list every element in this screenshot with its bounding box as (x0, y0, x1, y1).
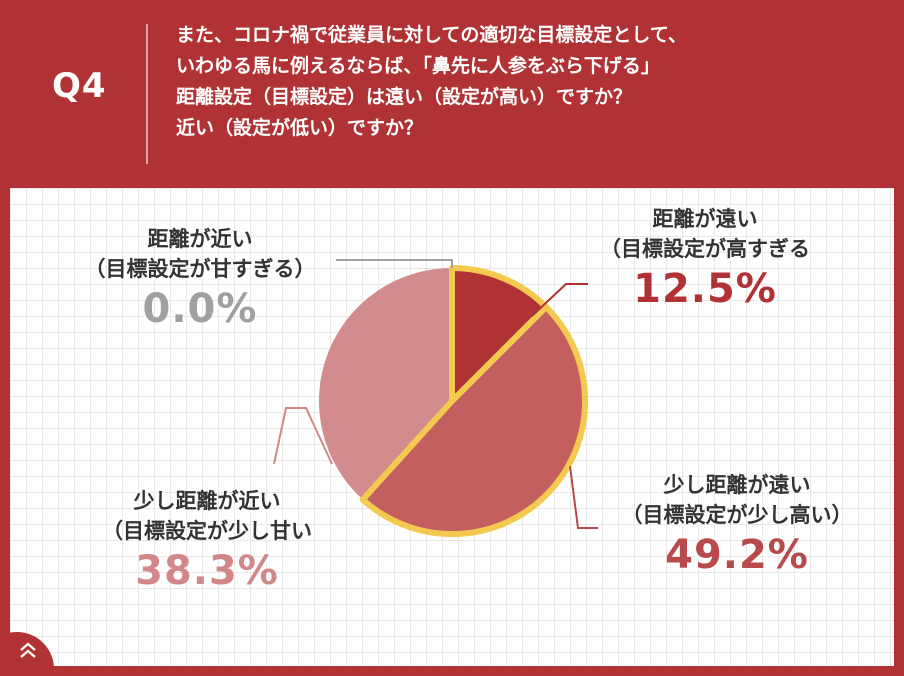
slice-value: 38.3% (135, 548, 279, 594)
pie-slice-slightly-near (319, 268, 452, 500)
header-divider (146, 24, 148, 164)
pie-slice-highlight-border (359, 303, 589, 538)
slice-label-slightly-near: 少し距離が近い （目標設定が少し甘い 38.3% (76, 486, 338, 596)
pie-slice-slightly-far (362, 306, 586, 535)
slice-label-line1: 距離が近い (147, 227, 253, 251)
slice-label-line2: （目標設定が少し甘い (102, 519, 312, 543)
pie-slice-highlight-border (449, 265, 550, 404)
pie-slice-far (452, 268, 547, 401)
slice-label-slightly-far: 少し距離が遠い （目標設定が少し高い） 49.2% (602, 470, 872, 580)
slice-value: 12.5% (633, 266, 777, 312)
slice-label-line1: 距離が遠い (652, 207, 758, 231)
question-header: Q4 また、コロナ禍で従業員に対しての適切な目標設定として、 いわゆる馬に例える… (0, 0, 904, 188)
slice-value: 49.2% (665, 532, 809, 578)
leader-line-slightly-far (569, 465, 598, 529)
chart-panel: 距離が遠い （目標設定が高すぎる 12.5% 少し距離が遠い （目標設定が少し高… (10, 188, 894, 666)
slice-label-line2: （目標設定が少し高い） (621, 503, 853, 527)
slice-label-line2: （目標設定が高すぎる (600, 237, 810, 261)
pie-chart (273, 259, 598, 538)
slice-value: 0.0% (142, 286, 258, 332)
question-number: Q4 (52, 66, 107, 106)
slice-label-line1: 少し距離が近い (133, 489, 281, 513)
question-line: 距離設定（目標設定）は遠い（設定が高い）ですか？ (176, 86, 633, 108)
slice-label-far: 距離が遠い （目標設定が高すぎる 12.5% (570, 204, 840, 314)
leader-line-near (336, 259, 453, 268)
leader-line-far (531, 283, 588, 317)
leader-line-slightly-near (273, 407, 333, 465)
double-chevron-up-icon (20, 642, 36, 658)
question-line: 近い（設定が低い）ですか？ (176, 117, 424, 139)
question-text: また、コロナ禍で従業員に対しての適切な目標設定として、 いわゆる馬に例えるならば… (176, 20, 876, 144)
slice-label-line2: （目標設定が甘すぎる） (84, 257, 316, 281)
slice-label-near: 距離が近い （目標設定が甘すぎる） 0.0% (60, 224, 340, 334)
slice-label-line1: 少し距離が遠い (663, 473, 811, 497)
question-line: また、コロナ禍で従業員に対しての適切な目標設定として、 (176, 24, 687, 46)
question-line: いわゆる馬に例えるならば、「鼻先に人参をぶら下げる」 (176, 55, 660, 77)
